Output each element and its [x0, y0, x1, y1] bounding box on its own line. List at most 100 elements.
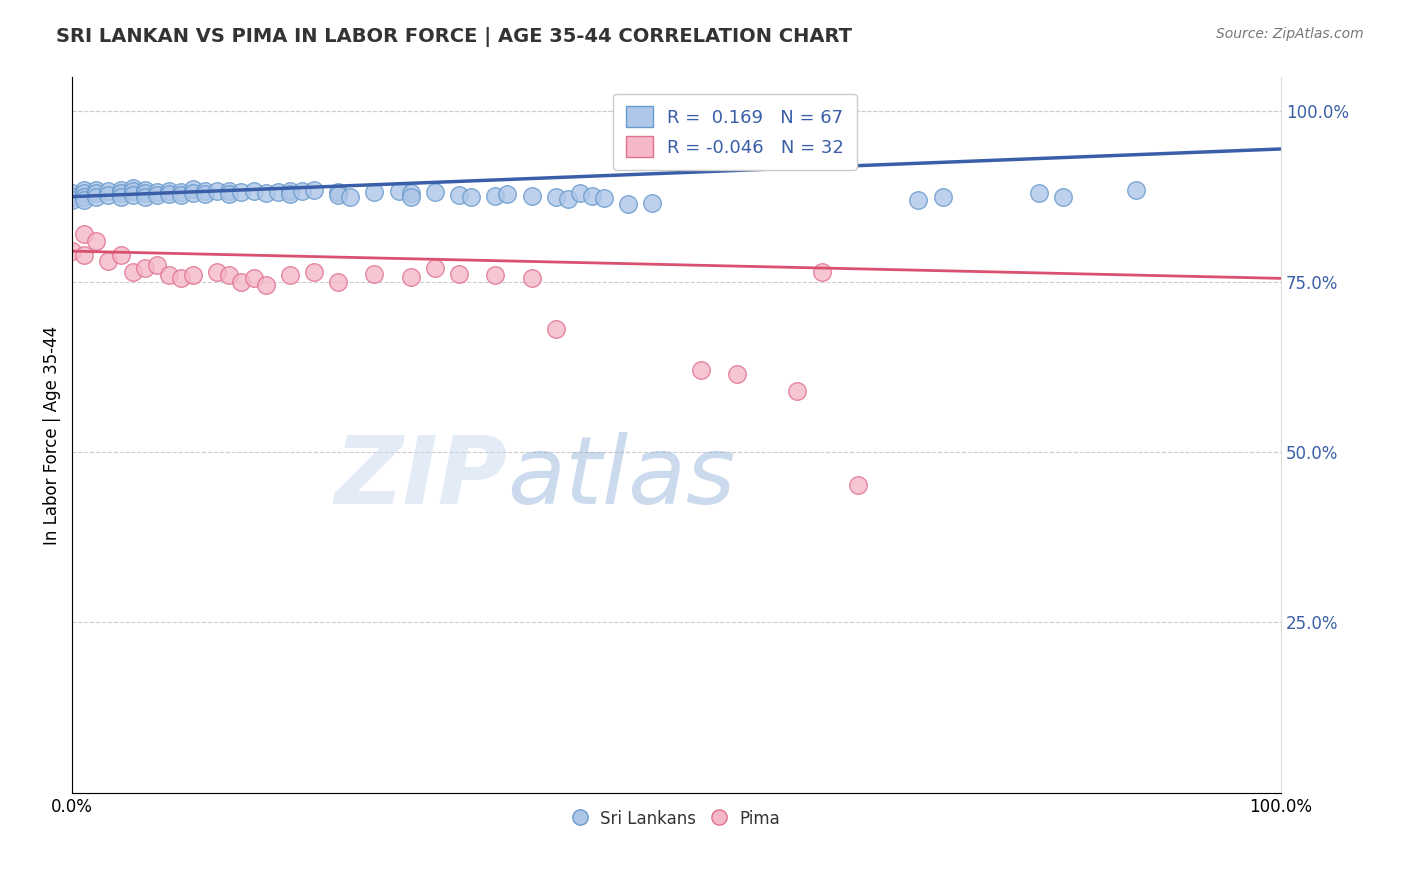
Point [170, 185, 193, 199]
Point [97, 254, 120, 268]
Point [97, 187, 120, 202]
Point [60, 189, 83, 203]
Point [328, 188, 350, 202]
Point [218, 184, 240, 198]
Point [254, 278, 277, 293]
Point [399, 186, 422, 201]
Point [110, 186, 132, 201]
Point [387, 184, 409, 198]
Point [134, 183, 156, 197]
Point [110, 189, 132, 203]
Point [267, 185, 290, 199]
Point [544, 322, 567, 336]
Point [520, 189, 543, 203]
Text: Source: ZipAtlas.com: Source: ZipAtlas.com [1216, 27, 1364, 41]
Point [121, 187, 143, 202]
Point [181, 268, 204, 282]
Point [60, 193, 83, 207]
Point [291, 184, 314, 198]
Point [278, 184, 301, 198]
Point [328, 275, 350, 289]
Point [1052, 189, 1074, 203]
Point [1028, 186, 1050, 201]
Point [302, 183, 325, 197]
Point [157, 186, 180, 201]
Point [557, 192, 579, 206]
Point [399, 189, 422, 203]
Point [134, 261, 156, 276]
Point [1125, 183, 1147, 197]
Point [460, 190, 482, 204]
Point [170, 188, 193, 202]
Point [73, 186, 96, 201]
Point [339, 189, 361, 203]
Point [207, 264, 229, 278]
Point [121, 181, 143, 195]
Point [121, 184, 143, 198]
Point [568, 186, 591, 201]
Point [641, 195, 664, 210]
Point [447, 187, 470, 202]
Point [73, 189, 96, 203]
Point [363, 185, 385, 199]
Point [544, 189, 567, 203]
Point [157, 268, 180, 282]
Point [242, 271, 264, 285]
Point [931, 189, 953, 203]
Point [328, 185, 350, 199]
Point [207, 184, 229, 198]
Point [617, 197, 640, 211]
Point [181, 182, 204, 196]
Point [907, 193, 929, 207]
Point [496, 186, 519, 201]
Point [110, 247, 132, 261]
Point [110, 183, 132, 197]
Point [121, 264, 143, 278]
Point [254, 186, 277, 200]
Point [399, 270, 422, 285]
Point [447, 267, 470, 281]
Point [146, 188, 169, 202]
Point [520, 271, 543, 285]
Point [484, 268, 506, 282]
Point [73, 247, 96, 261]
Point [194, 184, 217, 198]
Point [97, 184, 120, 198]
Point [363, 267, 385, 281]
Point [60, 186, 83, 201]
Point [484, 189, 506, 203]
Point [581, 189, 603, 203]
Point [218, 186, 240, 201]
Point [786, 384, 808, 398]
Point [231, 185, 253, 199]
Point [86, 186, 108, 201]
Point [423, 261, 446, 276]
Point [170, 271, 193, 285]
Point [593, 191, 616, 205]
Point [242, 184, 264, 198]
Y-axis label: In Labor Force | Age 35-44: In Labor Force | Age 35-44 [44, 326, 60, 545]
Point [73, 183, 96, 197]
Point [278, 186, 301, 201]
Point [146, 185, 169, 199]
Point [846, 477, 869, 491]
Point [157, 184, 180, 198]
Point [86, 189, 108, 203]
Point [134, 189, 156, 203]
Point [231, 275, 253, 289]
Point [194, 186, 217, 201]
Text: ZIP: ZIP [335, 432, 508, 524]
Point [86, 183, 108, 197]
Point [73, 193, 96, 207]
Point [725, 367, 748, 381]
Point [218, 268, 240, 282]
Point [810, 264, 832, 278]
Legend: Sri Lankans, Pima: Sri Lankans, Pima [567, 803, 786, 834]
Point [278, 268, 301, 282]
Point [146, 258, 169, 272]
Point [181, 186, 204, 200]
Point [73, 227, 96, 241]
Point [60, 244, 83, 259]
Point [423, 185, 446, 199]
Text: SRI LANKAN VS PIMA IN LABOR FORCE | AGE 35-44 CORRELATION CHART: SRI LANKAN VS PIMA IN LABOR FORCE | AGE … [56, 27, 852, 46]
